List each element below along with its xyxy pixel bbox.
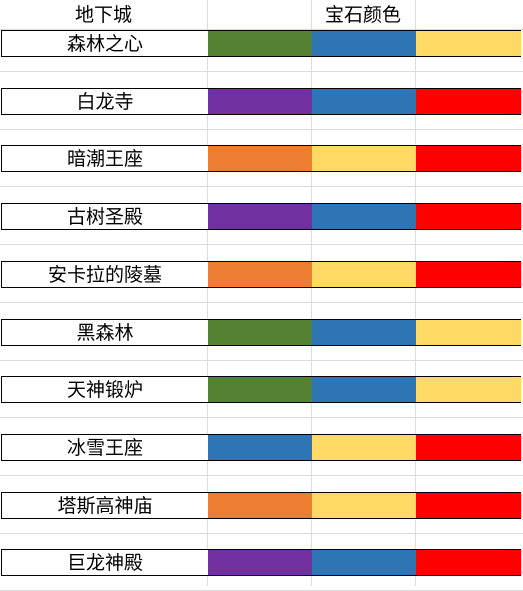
gem-color-cell-red [416,146,521,171]
gem-color-cell-red [416,262,521,287]
gem-color-cell-yellow [416,31,521,56]
gem-color-cell-yellow [416,320,521,345]
dungeon-name: 古树圣殿 [66,206,143,228]
gem-color-cell-orange [208,262,312,287]
gem-color-cell-blue [312,89,416,114]
table-row[interactable]: 森林之心 [1,30,521,57]
grid-line-horizontal [0,71,523,72]
gem-color-cell-red [416,493,521,518]
dungeon-name: 白龙寺 [76,91,134,113]
table-row[interactable]: 安卡拉的陵墓 [1,261,521,288]
gem-color-cell-orange [208,146,312,171]
grid-line-horizontal [0,533,523,534]
gem-color-cell-red [416,89,521,114]
header-dungeon: 地下城 [74,4,132,26]
gem-color-cell-green [208,377,312,402]
table-row[interactable]: 巨龙神殿 [1,549,521,576]
dungeon-name: 巨龙神殿 [66,552,143,574]
table-row[interactable]: 古树圣殿 [1,203,521,230]
grid-line-vertical [311,0,312,586]
table-row[interactable]: 塔斯高神庙 [1,492,521,519]
gem-color-cell-red [416,550,521,575]
grid-line-horizontal [0,360,523,361]
table-row[interactable]: 暗潮王座 [1,145,521,172]
gem-color-cell-green [208,31,312,56]
table-row[interactable]: 黑森林 [1,319,521,346]
gem-color-cell-blue [312,204,416,229]
gem-color-cell-yellow [312,493,416,518]
dungeon-name: 塔斯高神庙 [57,495,153,517]
grid-line-horizontal [0,302,523,303]
grid-line-horizontal [0,29,523,30]
gem-color-cell-blue [312,320,416,345]
grid-line-horizontal [0,244,523,245]
dungeon-name: 天神锻炉 [66,379,143,401]
gem-color-cell-blue [312,550,416,575]
gem-color-cell-red [416,204,521,229]
dungeon-name: 冰雪王座 [66,437,143,459]
header-gem-colors: 宝石颜色 [324,4,401,26]
gem-color-cell-blue [312,31,416,56]
table-row[interactable]: 天神锻炉 [1,376,521,403]
grid-line-vertical [207,0,208,586]
gem-color-cell-yellow [312,146,416,171]
table-row[interactable]: 冰雪王座 [1,434,521,461]
gem-color-cell-orange [208,493,312,518]
gem-color-cell-yellow [416,377,521,402]
gem-color-cell-green [208,320,312,345]
gem-color-cell-purple [208,550,312,575]
grid-line-horizontal [0,186,523,187]
gem-color-cell-yellow [312,262,416,287]
dungeon-name: 暗潮王座 [66,148,143,170]
gem-color-cell-blue [208,435,312,460]
grid-line-horizontal [0,129,523,130]
dungeon-name: 安卡拉的陵墓 [47,264,162,286]
dungeon-name: 黑森林 [76,322,134,344]
table-row[interactable]: 白龙寺 [1,88,521,115]
grid-line-horizontal [0,475,523,476]
gem-color-cell-yellow [312,435,416,460]
gem-color-cell-purple [208,89,312,114]
grid-line-horizontal [0,417,523,418]
gem-color-cell-red [416,435,521,460]
gem-color-cell-purple [208,204,312,229]
dungeon-name: 森林之心 [66,33,143,55]
gem-color-cell-blue [312,377,416,402]
grid-line-vertical [415,0,416,586]
